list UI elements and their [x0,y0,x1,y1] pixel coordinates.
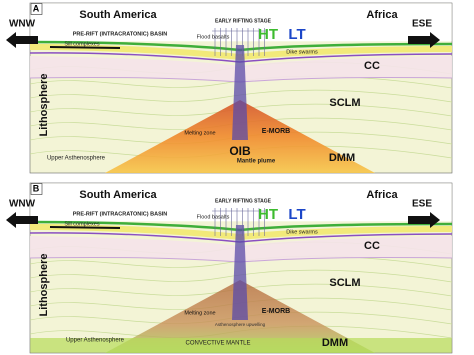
label: B [33,183,40,193]
panel: B South America Africa WNW ESE EARLY RIFTING … [6,182,453,354]
melting-zone: Melting zone [184,310,215,316]
melting-zone: Melting zone [184,130,215,136]
ht: HT [258,206,278,223]
dikes: Dike swarms [286,49,318,55]
right-arrow [408,212,440,228]
upper-asthenosphere: Upper Asthenosphere [66,338,125,344]
mantle-texture [29,269,453,283]
dikes: Dike swarms [286,229,318,235]
stage: EARLY RIFTING STAGE [215,198,272,204]
asthenosphere-upwelling: Asthenosphere upwelling [215,322,266,327]
cc: CC [364,240,380,252]
sky [30,183,452,222]
mantle-texture [29,75,453,89]
upper-asthenosphere: Upper Asthenosphere [47,156,106,162]
mantle-texture [29,89,453,103]
plume-conduit [232,45,248,140]
lithosphere: Lithosphere [38,254,50,317]
emorb: E-MORB [262,128,290,135]
lt: LT [288,206,305,223]
stage: EARLY RIFTING STAGE [215,18,272,24]
oib: OIB [229,144,251,158]
convective-mantle: CONVECTIVE MANTLE [185,341,250,347]
right-direction: ESE [412,199,432,210]
sills: Sill complexes [64,41,99,47]
panel-label-box [30,3,43,15]
sclm: SCLM [329,277,360,289]
panel: A South America Africa WNW ESE EARLY RIFTING … [6,2,453,174]
label: A [33,3,40,13]
mantle-texture [29,255,453,269]
sky [30,3,452,42]
sediment-layer [30,44,452,60]
flood-basalts: Flood basalts [197,34,230,40]
panel-label-box [30,183,43,195]
plume-conduit [232,225,248,320]
right-arrow [408,32,440,48]
right-continent: Africa [366,189,398,201]
mantle-plume: Mantle plume [237,159,276,165]
dmm: DMM [322,337,348,349]
lithosphere: Lithosphere [38,74,50,137]
right-direction: ESE [412,19,432,30]
left-arrow [6,212,38,228]
sediment-layer [30,224,452,240]
sills: Sill complexes [64,221,99,227]
sill-black [49,226,121,229]
sill-black [49,46,121,49]
emorb: E-MORB [262,308,290,315]
dmm: DMM [329,152,355,164]
left-direction: WNW [9,199,36,210]
left-direction: WNW [9,19,36,30]
left-continent: South America [79,189,157,201]
left-arrow [6,32,38,48]
right-continent: Africa [366,9,398,21]
basin: PRE-RIFT (INTRACRATONIC) BASIN [73,31,168,37]
lt: LT [288,26,305,43]
ht: HT [258,26,278,43]
sclm: SCLM [329,97,360,109]
cc: CC [364,60,380,72]
flood-basalts: Flood basalts [197,214,230,220]
basin: PRE-RIFT (INTRACRATONIC) BASIN [73,211,168,217]
left-continent: South America [79,9,157,21]
convective-mantle-zone [30,338,452,353]
